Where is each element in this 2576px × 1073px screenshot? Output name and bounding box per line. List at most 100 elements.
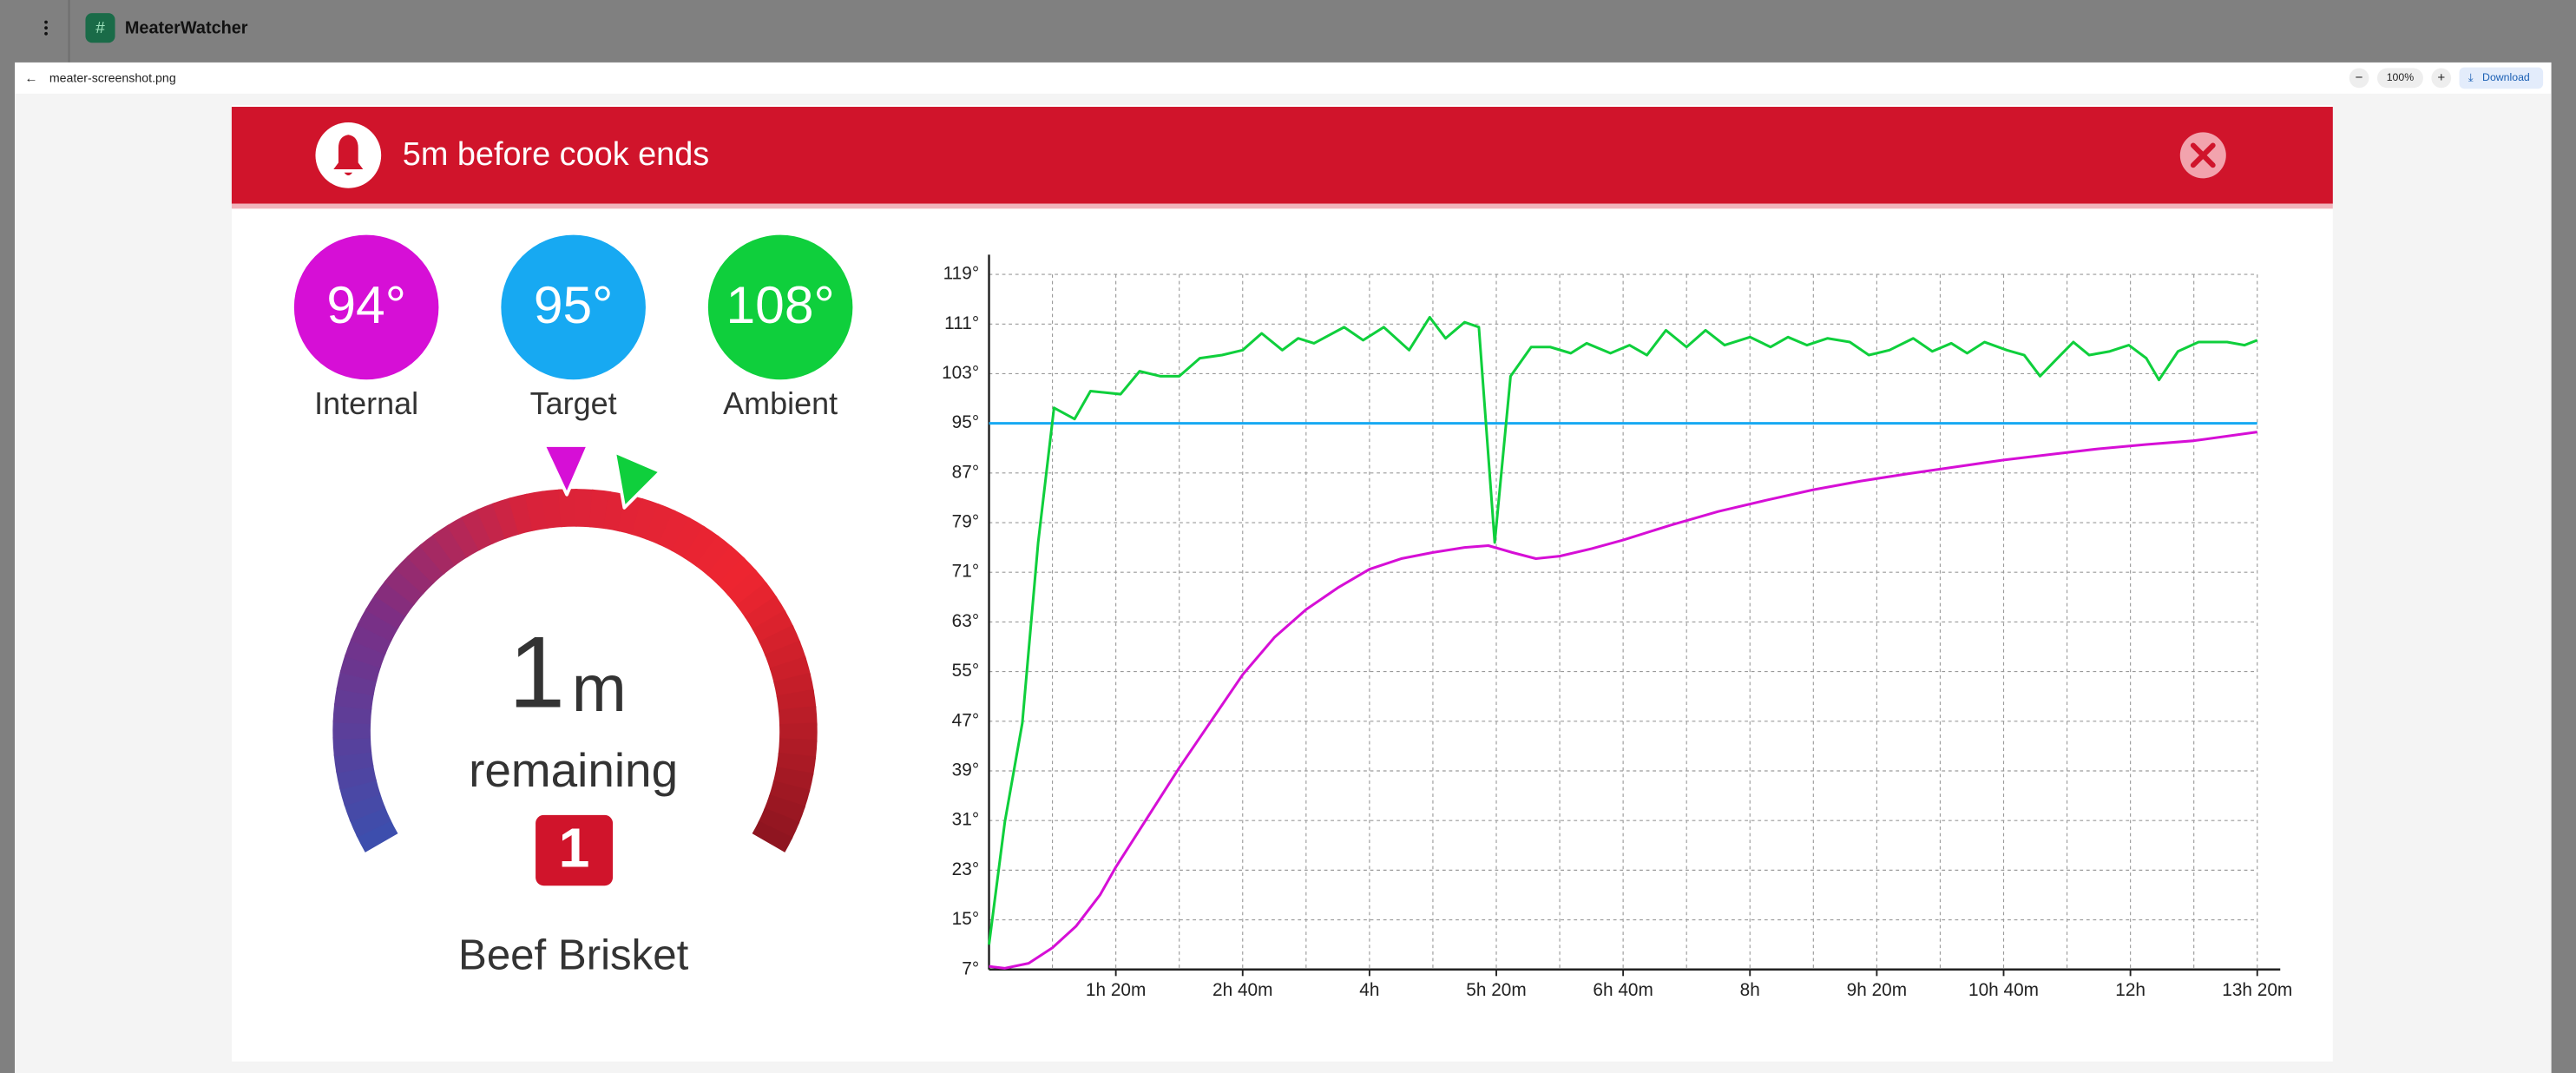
gauge-segment	[658, 510, 692, 552]
reading-value: 108°	[726, 275, 835, 334]
gauge-segment	[356, 819, 398, 852]
download-button[interactable]	[2459, 67, 2544, 89]
gauge-segment	[717, 556, 757, 596]
app-icon	[85, 13, 115, 43]
gauge-segment	[374, 580, 416, 617]
gauge-segment	[365, 593, 407, 629]
probe-number: 1	[559, 816, 590, 879]
reading-label: Internal	[314, 385, 418, 421]
download-icon: ⤓	[2468, 70, 2474, 83]
y-tick-label: 63°	[952, 611, 979, 631]
time-remaining: 1	[509, 615, 565, 729]
y-tick-label: 111°	[944, 313, 979, 333]
gauge-segment	[778, 738, 818, 760]
gauge-segment	[461, 509, 495, 551]
reading-circle	[707, 234, 853, 380]
y-tick-label: 7°	[962, 958, 979, 978]
file-name: meater-screenshot.png	[49, 72, 176, 86]
reading-value: 94°	[326, 275, 406, 334]
y-tick-label: 39°	[952, 760, 979, 780]
cook-name: Beef Brisket	[458, 931, 689, 979]
x-tick-label: 2h 40m	[1212, 980, 1272, 1000]
reading-label: Target	[530, 385, 617, 421]
temperature-chart: 7° 15° 23° 31° 39° 47° 55° 63° 71° 79° 87° 95° 103° 1…	[942, 254, 2292, 1000]
gauge-segment	[524, 490, 549, 531]
gauge-segment	[332, 703, 372, 725]
gauge-segment	[759, 624, 801, 657]
gauge-segment	[395, 555, 435, 595]
gauge-segment	[384, 567, 425, 606]
x-tick-label: 13h 20m	[2222, 980, 2292, 1000]
zoom-in-button[interactable]	[2431, 68, 2452, 89]
gauge-segment	[776, 688, 817, 713]
gauge-segment	[432, 523, 469, 566]
gauge-segment	[768, 780, 811, 809]
gauge-segment	[744, 596, 786, 631]
zoom-out-button[interactable]	[2349, 68, 2369, 89]
y-tick-label: 47°	[952, 710, 979, 730]
zoom-out-icon: −	[2356, 70, 2363, 85]
gauge-segment	[406, 543, 446, 584]
gauge-segment	[694, 535, 733, 576]
gauge-segment	[357, 608, 399, 642]
y-tick-label: 15°	[952, 909, 979, 929]
kebab-menu[interactable]	[44, 20, 48, 36]
gauge-segment	[508, 493, 536, 535]
app-title: MeaterWatcher	[125, 18, 248, 37]
reading-label: Ambient	[723, 385, 838, 421]
y-tick-label: 23°	[952, 859, 979, 879]
gauge-segment	[336, 764, 377, 790]
x-tick-label: 8h	[1740, 980, 1760, 1000]
x-tick-label: 1h 20m	[1086, 980, 1146, 1000]
bell-icon	[333, 135, 364, 176]
gauge-segment	[670, 517, 706, 559]
gauge-segment	[752, 820, 793, 852]
x-tick-label: 5h 20m	[1466, 980, 1526, 1000]
gauge-segment	[726, 569, 768, 608]
gauge-segment	[773, 672, 814, 699]
gauge-segment	[575, 489, 595, 528]
gauge-segment	[492, 497, 522, 539]
time-unit: m	[572, 652, 627, 726]
gauge-segment	[344, 792, 386, 822]
zoom-box	[2376, 68, 2423, 89]
back-button[interactable]: ←	[24, 71, 37, 86]
gauge-segment	[476, 502, 508, 545]
x-tick-label: 6h 40m	[1593, 980, 1653, 1000]
series-line	[989, 431, 2257, 970]
gauge-segment	[344, 638, 387, 668]
gauge-segment	[333, 686, 374, 710]
zoom-in-icon: +	[2437, 70, 2445, 85]
gauge-segment	[706, 545, 746, 586]
app-icon-glyph: #	[95, 19, 105, 37]
readings: 94° Internal 95° Target 108° Ambient	[293, 234, 853, 421]
remaining-label: remaining	[469, 743, 678, 797]
y-tick-label: 31°	[952, 810, 979, 830]
ambient-marker	[613, 450, 662, 510]
gauge-segment	[558, 489, 578, 528]
gauge-segment	[350, 622, 392, 655]
close-icon	[2190, 142, 2216, 168]
gauge-segment	[764, 640, 806, 671]
gauge-segment	[631, 497, 660, 540]
alert-banner	[231, 107, 2333, 204]
y-tick-label: 79°	[952, 512, 979, 532]
gauge-segment	[541, 489, 563, 529]
series-line	[988, 315, 2258, 945]
gauge-segment	[772, 767, 814, 793]
gauge-segment	[758, 807, 800, 840]
gauge-segment	[752, 609, 794, 644]
reading-circle	[293, 234, 439, 380]
reading-circle	[501, 234, 646, 380]
gauge-segment	[349, 806, 391, 838]
x-tick-label: 12h	[2115, 980, 2146, 1000]
gauge-segment	[446, 516, 482, 558]
y-tick-label: 95°	[952, 412, 979, 432]
y-tick-label: 55°	[952, 661, 979, 681]
gauge-segment	[769, 656, 812, 684]
gauge-segment	[617, 494, 645, 536]
zoom-level: 100%	[2387, 71, 2415, 83]
x-tick-label: 10h 40m	[1968, 980, 2039, 1000]
